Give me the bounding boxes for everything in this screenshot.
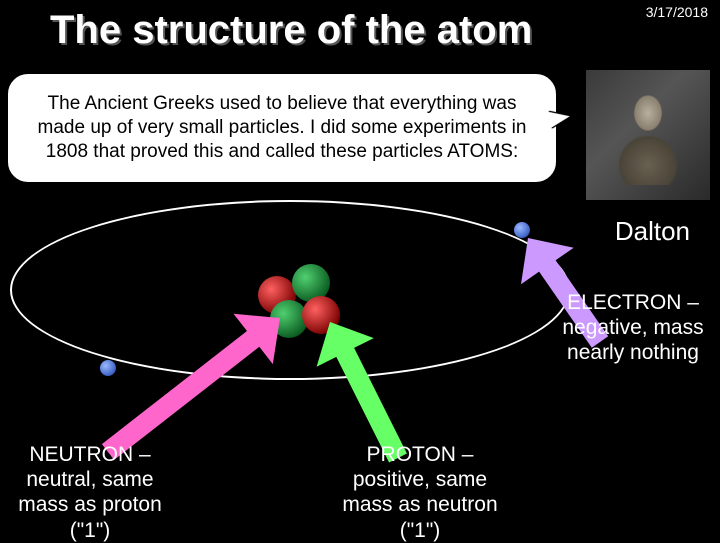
electron-caption: ELECTRON – negative, mass nearly nothing: [548, 290, 718, 366]
proton-caption: PROTON – positive, same mass as neutron …: [330, 442, 510, 543]
neutron-caption: NEUTRON – neutral, same mass as proton (…: [0, 442, 180, 543]
neutron-arrow: [102, 314, 280, 460]
